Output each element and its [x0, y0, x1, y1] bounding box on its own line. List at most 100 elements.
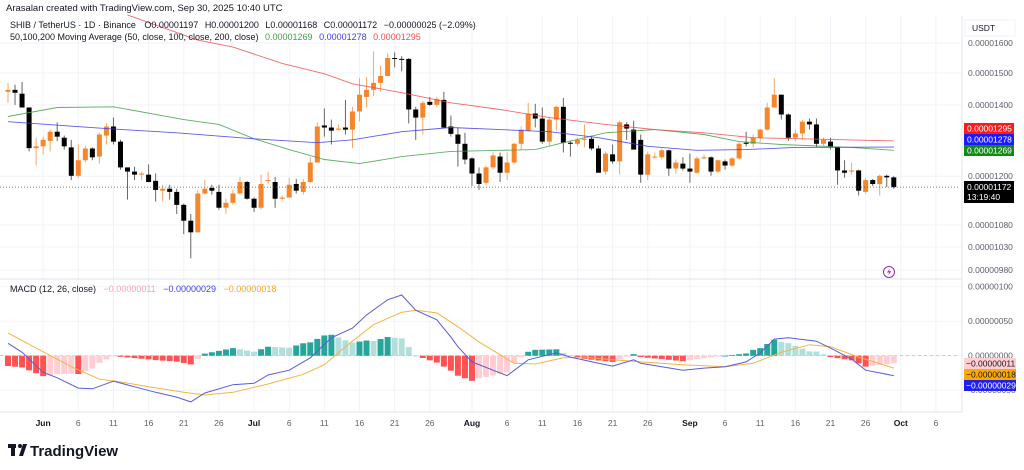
macd-histogram-bar: [180, 355, 187, 363]
macd-histogram-bar: [363, 340, 370, 356]
candle-body: [357, 94, 362, 112]
macd-histogram-bar: [321, 335, 328, 356]
candle-body: [617, 122, 623, 162]
candle-body: [216, 191, 222, 208]
macd-histogram-bar: [75, 355, 82, 374]
macd-title[interactable]: MACD (12, 26, close): [10, 284, 96, 294]
candle: [96, 132, 102, 164]
candle-body: [307, 162, 313, 183]
candle: [279, 195, 285, 201]
macd-histogram-bar: [293, 345, 300, 356]
macd-histogram-bar: [265, 346, 272, 356]
macd-line-value: −0.00000029: [163, 284, 216, 294]
candle-body: [33, 146, 39, 149]
macd-histogram-bar: [61, 355, 68, 374]
candle-body: [455, 134, 461, 144]
time-label: 21: [826, 418, 836, 428]
candle: [525, 102, 531, 132]
macd-histogram-bar: [883, 355, 890, 365]
macd-histogram-bar: [244, 350, 251, 356]
candle: [849, 162, 855, 175]
macd-histogram-bar: [876, 355, 883, 365]
candle: [863, 177, 869, 194]
brand-name: TradingView: [30, 443, 118, 460]
candle-body: [462, 143, 468, 160]
grid-lines: [0, 16, 962, 412]
macd-histogram-bar: [750, 349, 757, 356]
macd-histogram-bar: [5, 355, 11, 367]
candle: [469, 157, 475, 186]
candle-body: [764, 107, 770, 130]
candle-body: [490, 155, 496, 168]
svg-text:−0.00000011: −0.00000011: [966, 359, 1016, 369]
price-tick-label: 0.00001400: [968, 100, 1013, 110]
macd-histogram-bar: [145, 355, 152, 360]
time-label: 6: [723, 418, 728, 428]
candle: [146, 164, 152, 183]
macd-histogram-bar: [117, 355, 124, 357]
candle-body: [792, 133, 798, 138]
candle-body: [314, 126, 320, 163]
svg-text:−0.00000029: −0.00000029: [966, 381, 1016, 391]
candle-body: [659, 150, 665, 158]
macd-histogram-bar: [236, 349, 243, 356]
lightning-alert-icon[interactable]: [883, 266, 895, 278]
candle: [588, 135, 594, 151]
candle: [132, 166, 138, 181]
macd-histogram-bar: [476, 355, 483, 379]
macd-histogram-bar: [546, 349, 553, 356]
price-tick-label: 0.00001080: [968, 220, 1013, 230]
time-label: 11: [320, 418, 329, 428]
price-axis[interactable]: 0.00001600 0.00001500 0.00001400 0.00001200…: [968, 38, 1013, 275]
candle-body: [813, 124, 819, 144]
candle-body: [19, 93, 25, 108]
candle: [61, 135, 67, 150]
macd-histogram-bar: [764, 343, 771, 356]
candle: [181, 203, 187, 235]
candles: [5, 51, 897, 259]
macd-histogram-bar: [251, 351, 258, 356]
candle-body: [603, 153, 609, 172]
time-axis[interactable]: Jun 6 11 16 21 26 Jul 6 11 16 21 26 Aug 6 11 16 21 26 Sep 6…: [36, 418, 939, 428]
symbol-name[interactable]: SHIB / TetherUS · 1D · Binance: [10, 20, 136, 30]
candle: [321, 108, 327, 137]
candle-body: [188, 220, 194, 233]
macd-histogram-bar: [377, 339, 384, 356]
candle-body: [132, 171, 138, 175]
candle: [110, 117, 116, 145]
candle-body: [870, 180, 876, 184]
ma100-badge: 0.00001278: [964, 134, 1014, 145]
macd-histogram-bar: [785, 343, 792, 356]
candle-body: [117, 141, 123, 168]
candle-body: [378, 75, 384, 83]
macd-histogram-bar: [173, 355, 180, 362]
candle-body: [610, 154, 616, 162]
candle-body: [771, 94, 777, 108]
ma-title[interactable]: 50,100,200 Moving Average (50, close, 10…: [10, 32, 259, 42]
macd-histogram-bar: [778, 341, 785, 356]
candle-body: [645, 154, 651, 175]
candle-body: [427, 101, 433, 105]
macd-histogram-bar: [567, 355, 574, 357]
candle: [792, 129, 798, 142]
candle-body: [5, 89, 11, 92]
macd-histogram-bar: [834, 355, 841, 359]
macd-histogram-bar: [96, 355, 103, 363]
macd-tick-label: 0.00000000: [968, 351, 1013, 361]
candle-body: [778, 94, 784, 115]
candle: [230, 189, 236, 205]
candle: [223, 198, 229, 214]
macd-histogram-bar: [201, 353, 208, 356]
candle-body: [406, 58, 412, 110]
ma200-badge: 0.00001295: [964, 123, 1014, 134]
price-tick-label: 0.00001500: [968, 68, 1013, 78]
candle: [518, 126, 524, 150]
candle-body: [539, 118, 545, 142]
macd-histogram-bar: [497, 355, 504, 374]
currency-button[interactable]: [964, 19, 1016, 37]
macd-histogram-bar: [215, 350, 222, 356]
candle-body: [715, 160, 721, 172]
candle-body: [237, 182, 243, 194]
macd-histogram-bar: [490, 355, 497, 376]
